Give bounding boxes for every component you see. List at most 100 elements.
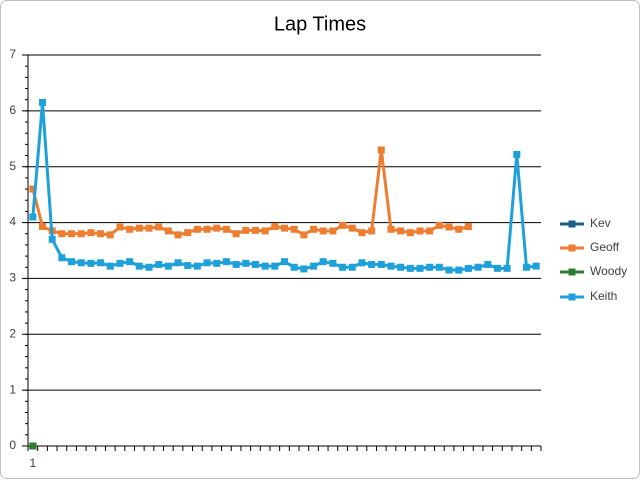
point-marker	[435, 263, 443, 271]
point-marker	[445, 223, 453, 231]
point-marker	[339, 263, 347, 271]
point-marker	[193, 262, 201, 270]
point-marker	[77, 230, 85, 238]
point-marker	[310, 225, 318, 233]
point-marker	[145, 224, 153, 232]
point-marker	[339, 221, 347, 229]
point-marker	[145, 263, 153, 271]
point-marker	[261, 262, 269, 270]
point-marker	[242, 259, 250, 267]
y-tick-label: 4	[9, 215, 16, 229]
point-marker	[406, 229, 414, 237]
point-marker	[58, 230, 66, 238]
point-marker	[29, 442, 37, 450]
point-marker	[242, 226, 250, 234]
point-marker	[135, 224, 143, 232]
point-marker	[29, 185, 37, 193]
point-marker	[58, 254, 66, 262]
y-tick-label: 1	[9, 382, 16, 396]
legend-label: Woody	[590, 264, 627, 278]
point-marker	[397, 227, 405, 235]
point-marker	[281, 258, 288, 266]
point-marker	[213, 224, 221, 232]
point-marker	[213, 259, 221, 267]
point-marker	[358, 229, 366, 237]
point-marker	[435, 221, 443, 229]
legend-label: Keith	[590, 289, 617, 303]
point-marker	[368, 227, 376, 235]
point-marker	[116, 259, 124, 267]
point-marker	[203, 259, 211, 267]
point-marker	[300, 231, 308, 239]
series-line	[31, 148, 469, 237]
point-marker	[290, 225, 298, 233]
legend-label: Kev	[590, 216, 611, 230]
chart-title: Lap Times	[274, 13, 366, 35]
point-marker	[174, 231, 182, 239]
point-marker	[455, 266, 463, 274]
y-tick-label: 2	[9, 326, 16, 340]
point-marker	[261, 227, 269, 235]
y-tick-label: 0	[9, 438, 16, 452]
point-marker	[77, 259, 85, 267]
point-marker	[426, 227, 434, 235]
point-marker	[348, 263, 356, 271]
point-marker	[29, 213, 37, 221]
point-marker	[97, 259, 105, 267]
point-marker	[445, 266, 453, 274]
point-marker	[319, 258, 327, 266]
point-marker	[184, 262, 192, 270]
point-marker	[97, 230, 105, 238]
point-marker	[222, 258, 230, 266]
point-marker	[271, 222, 279, 230]
point-marker	[300, 265, 308, 273]
legend-marker	[568, 293, 576, 301]
point-marker	[329, 259, 337, 267]
point-marker	[106, 231, 114, 239]
point-marker	[290, 263, 298, 271]
point-marker	[87, 229, 95, 237]
point-marker	[116, 223, 124, 231]
point-marker	[377, 260, 385, 268]
point-marker	[348, 224, 356, 232]
point-marker	[358, 259, 366, 267]
point-marker	[484, 260, 492, 268]
point-marker	[39, 98, 47, 106]
point-marker	[406, 264, 414, 272]
point-marker	[193, 225, 201, 233]
point-marker	[251, 260, 259, 268]
y-tick-label: 3	[9, 271, 16, 285]
point-marker	[155, 223, 163, 231]
point-marker	[251, 226, 259, 234]
point-marker	[532, 262, 540, 270]
point-marker	[106, 262, 114, 270]
point-marker	[184, 229, 192, 237]
legend-marker	[568, 244, 576, 252]
point-marker	[39, 222, 47, 230]
point-marker	[387, 225, 395, 233]
point-marker	[513, 150, 521, 158]
legend-label: Geoff	[590, 240, 620, 254]
point-marker	[503, 264, 511, 272]
legend-marker	[568, 220, 576, 228]
point-marker	[155, 260, 163, 268]
point-marker	[455, 225, 463, 233]
point-marker	[464, 222, 472, 230]
point-marker	[48, 235, 56, 243]
point-marker	[387, 262, 395, 270]
point-marker	[377, 146, 385, 154]
point-marker	[126, 258, 134, 266]
point-marker	[474, 263, 482, 271]
point-marker	[522, 263, 530, 271]
point-marker	[426, 263, 434, 271]
point-marker	[68, 230, 76, 238]
point-marker	[135, 262, 143, 270]
point-marker	[319, 227, 327, 235]
point-marker	[368, 260, 376, 268]
point-marker	[329, 227, 337, 235]
point-marker	[232, 230, 240, 238]
point-marker	[493, 264, 501, 272]
y-tick-label: 5	[9, 159, 16, 173]
